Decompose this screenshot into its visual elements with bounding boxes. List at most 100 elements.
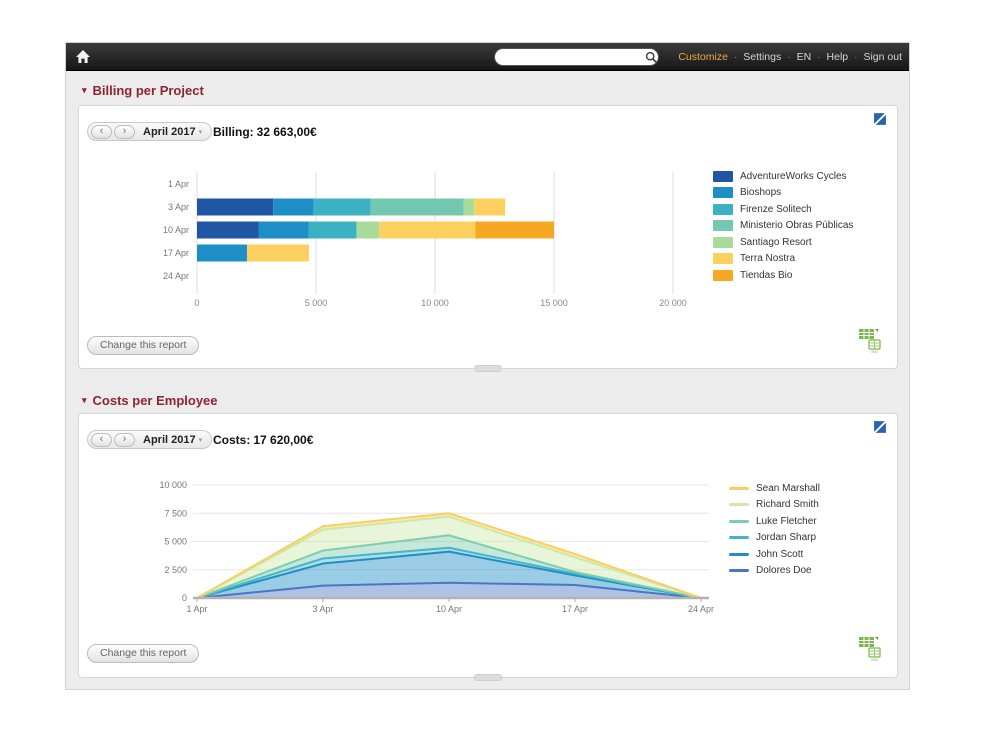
legend-swatch <box>729 486 749 490</box>
svg-text:1 Apr: 1 Apr <box>186 604 207 614</box>
svg-text:15 000: 15 000 <box>540 298 568 308</box>
summary-label: Costs: <box>213 433 251 447</box>
svg-text:10 000: 10 000 <box>421 298 449 308</box>
svg-text:0: 0 <box>182 593 187 603</box>
legend-label: Sean Marshall <box>756 482 820 494</box>
billing-summary: Billing: 32 663,00€ <box>213 125 320 139</box>
legend-swatch <box>713 236 733 248</box>
billing-bar-chart: 0 5 000 10 000 15 000 20 000 1 Apr 3 Apr 10 Apr… <box>163 172 687 308</box>
svg-text:0: 0 <box>194 298 199 308</box>
expand-icon[interactable] <box>873 420 887 434</box>
csv-export-icon[interactable] <box>858 327 884 354</box>
legend-label: Tiendas Bio <box>740 269 793 281</box>
legend-label: Dolores Doe <box>756 565 812 577</box>
legend-item: Dolores Doe <box>729 563 820 580</box>
next-period-button[interactable]: › <box>114 432 135 447</box>
link-separator: · <box>733 51 738 63</box>
home-button[interactable] <box>74 49 92 65</box>
legend-item: Ministerio Obras Públicas <box>713 218 853 235</box>
legend-label: Ministerio Obras Públicas <box>740 220 854 232</box>
legend-label: Luke Fletcher <box>756 515 817 527</box>
app-window: Customize · Settings · EN · Help · Sign … <box>65 42 910 690</box>
link-separator: · <box>817 51 821 63</box>
next-period-button[interactable]: › <box>114 124 135 139</box>
legend-item: Terra Nostra <box>713 251 853 268</box>
legend-label: Bioshops <box>740 187 782 199</box>
period-label[interactable]: April 2017 <box>143 125 196 138</box>
resize-handle[interactable] <box>474 365 502 372</box>
search-icon[interactable] <box>645 51 658 64</box>
legend-swatch <box>713 220 733 232</box>
legend-swatch <box>713 253 733 265</box>
legend-label: Richard Smith <box>756 499 819 511</box>
svg-text:17 Apr: 17 Apr <box>163 248 189 258</box>
prev-period-button[interactable]: ‹ <box>91 432 112 447</box>
caret-down-icon: ▾ <box>198 436 203 444</box>
costs-area-chart: 0 2 500 5 000 7 500 10 000 1 Apr 3 Apr 10 Apr 17… <box>159 480 714 614</box>
panel-header-billing[interactable]: ▾ Billing per Project <box>82 83 204 98</box>
legend-item: Firenze Solitech <box>713 201 853 218</box>
svg-text:3 Apr: 3 Apr <box>312 604 333 614</box>
billing-legend: AdventureWorks Cycles Bioshops Firenze Sol… <box>713 168 853 284</box>
home-icon <box>76 50 90 63</box>
legend-label: John Scott <box>756 548 804 560</box>
svg-text:3 Apr: 3 Apr <box>168 202 189 212</box>
customize-link[interactable]: Customize <box>678 51 728 63</box>
svg-text:7 500: 7 500 <box>164 508 187 518</box>
prev-period-button[interactable]: ‹ <box>91 124 112 139</box>
link-separator: · <box>787 51 791 63</box>
costs-summary: Costs: 17 620,00€ <box>213 433 316 447</box>
csv-export-icon[interactable] <box>858 635 884 662</box>
svg-text:10 Apr: 10 Apr <box>436 604 462 614</box>
summary-value: 17 620,00€ <box>253 433 314 447</box>
legend-item: Santiago Resort <box>713 234 853 251</box>
help-link[interactable]: Help <box>826 51 849 63</box>
period-selector: ‹ › April 2017 ▾ <box>87 430 213 449</box>
change-report-button[interactable]: Change this report <box>87 644 200 663</box>
svg-text:10 Apr: 10 Apr <box>163 225 189 235</box>
settings-link[interactable]: Settings <box>743 51 782 63</box>
svg-text:1 Apr: 1 Apr <box>168 179 189 189</box>
legend-swatch <box>713 170 733 182</box>
billing-card: ‹ › April 2017 ▾ Billing: 32 663,00€ 0 5 0… <box>78 105 898 372</box>
legend-item: Tiendas Bio <box>713 267 853 284</box>
search-input[interactable] <box>503 51 645 63</box>
legend-item: Bioshops <box>713 185 853 202</box>
summary-value: 32 663,00€ <box>256 125 317 139</box>
search-box <box>494 48 659 66</box>
collapse-icon: ▾ <box>82 85 87 95</box>
topbar-links: Customize · Settings · EN · Help · Sign … <box>678 43 902 71</box>
expand-icon[interactable] <box>873 112 887 126</box>
signout-link[interactable]: Sign out <box>863 51 902 63</box>
svg-text:20 000: 20 000 <box>659 298 687 308</box>
legend-label: Santiago Resort <box>740 236 812 248</box>
legend-item: Richard Smith <box>729 497 820 514</box>
period-selector: ‹ › April 2017 ▾ <box>87 122 213 141</box>
legend-swatch <box>729 519 749 523</box>
panel-header-costs[interactable]: ▾ Costs per Employee <box>82 393 218 408</box>
language-link[interactable]: EN <box>796 51 812 63</box>
legend-label: Terra Nostra <box>740 253 796 265</box>
legend-swatch <box>729 503 749 507</box>
summary-label: Billing: <box>213 125 254 139</box>
legend-label: AdventureWorks Cycles <box>740 170 847 182</box>
panel-title-billing: Billing per Project <box>92 83 204 98</box>
svg-text:24 Apr: 24 Apr <box>688 604 714 614</box>
svg-text:10 000: 10 000 <box>159 480 187 490</box>
svg-text:24 Apr: 24 Apr <box>163 271 189 281</box>
period-label[interactable]: April 2017 <box>143 433 196 446</box>
svg-text:2 500: 2 500 <box>164 565 187 575</box>
svg-text:5 000: 5 000 <box>164 537 187 547</box>
costs-card: ‹ › April 2017 ▾ Costs: 17 620,00€ 0 2 500… <box>78 413 898 681</box>
collapse-icon: ▾ <box>82 395 87 405</box>
resize-handle[interactable] <box>474 674 502 681</box>
change-report-button[interactable]: Change this report <box>87 336 200 355</box>
legend-item: Jordan Sharp <box>729 530 820 547</box>
link-separator: · <box>854 51 858 63</box>
costs-legend: Sean Marshall Richard Smith Luke Fletcher J… <box>729 480 820 579</box>
legend-swatch <box>729 569 749 573</box>
svg-text:5 000: 5 000 <box>305 298 328 308</box>
legend-item: Luke Fletcher <box>729 513 820 530</box>
legend-swatch <box>713 187 733 199</box>
